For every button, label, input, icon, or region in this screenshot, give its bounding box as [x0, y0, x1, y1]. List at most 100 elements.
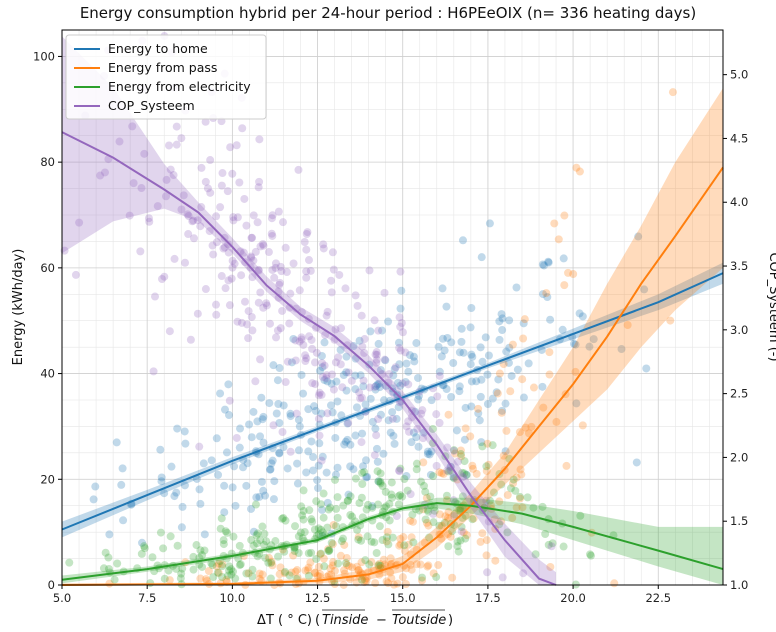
scatter-point-series-0 — [457, 324, 466, 333]
y-tick-label: 0 — [48, 578, 55, 592]
scatter-point-series-1 — [495, 497, 504, 506]
scatter-point-series-1 — [429, 569, 438, 578]
scatter-point-series-0 — [358, 429, 367, 438]
scatter-point-series-3 — [227, 274, 236, 283]
scatter-point-series-2 — [456, 450, 465, 459]
scatter-point-series-2 — [316, 549, 325, 558]
confidence-band-series-2 — [62, 497, 723, 585]
scatter-point-series-3 — [395, 466, 404, 475]
scatter-point-series-2 — [234, 554, 243, 563]
scatter-point-series-0 — [381, 356, 390, 365]
scatter-point-series-0 — [327, 379, 336, 388]
scatter-point-series-3 — [201, 117, 210, 126]
scatter-point-series-0 — [247, 504, 256, 513]
scatter-point-series-3 — [188, 217, 197, 226]
scatter-point-series-3 — [125, 211, 134, 220]
scatter-point-series-1 — [362, 577, 371, 586]
scatter-point-series-3 — [278, 218, 287, 227]
scatter-point-series-2 — [378, 482, 387, 491]
scatter-point-series-3 — [308, 379, 317, 388]
scatter-point-series-3 — [396, 322, 405, 331]
scatter-point-series-3 — [247, 253, 256, 262]
scatter-point-series-2 — [430, 503, 439, 512]
scatter-point-series-0 — [118, 464, 127, 473]
scatter-point-series-2 — [394, 492, 403, 501]
scatter-point-series-0 — [346, 440, 355, 449]
scatter-point-series-3 — [232, 433, 241, 442]
scatter-point-series-1 — [330, 580, 339, 589]
scatter-point-series-0 — [494, 375, 503, 384]
legend-label-energy-from-pass: Energy from pass — [108, 60, 217, 75]
scatter-point-series-2 — [333, 493, 342, 502]
scatter-point-series-2 — [450, 446, 459, 455]
scatter-point-series-1 — [439, 469, 448, 478]
scatter-point-series-0 — [427, 447, 436, 456]
scatter-point-series-0 — [498, 326, 507, 335]
scatter-point-series-1 — [371, 579, 380, 588]
scatter-point-series-2 — [297, 502, 306, 511]
scatter-point-series-1 — [422, 518, 431, 527]
scatter-point-series-0 — [318, 452, 327, 461]
scatter-point-series-2 — [166, 532, 175, 541]
scatter-point-series-2 — [140, 542, 149, 551]
scatter-point-series-3 — [235, 178, 244, 187]
scatter-point-series-0 — [455, 382, 464, 391]
scatter-point-series-3 — [233, 317, 242, 326]
scatter-point-series-3 — [286, 289, 295, 298]
scatter-point-series-0 — [447, 392, 456, 401]
scatter-point-series-3 — [443, 466, 452, 475]
scatter-point-series-3 — [457, 527, 466, 536]
scatter-point-series-2 — [299, 506, 308, 515]
scatter-point-series-2 — [384, 540, 393, 549]
scatter-point-series-1 — [354, 566, 363, 575]
scatter-point-series-0 — [297, 370, 306, 379]
scatter-point-series-0 — [91, 482, 100, 491]
scatter-point-series-0 — [342, 386, 351, 395]
scatter-point-series-3 — [193, 216, 202, 225]
scatter-point-series-2 — [332, 504, 341, 513]
scatter-point-series-1 — [444, 530, 453, 539]
scatter-point-series-1 — [572, 163, 581, 172]
scatter-point-series-2 — [242, 569, 251, 578]
scatter-point-series-2 — [503, 528, 512, 537]
scatter-point-series-2 — [421, 515, 430, 524]
scatter-point-series-0 — [261, 491, 270, 500]
scatter-point-series-2 — [385, 499, 394, 508]
scatter-point-series-3 — [305, 332, 314, 341]
scatter-point-series-2 — [398, 492, 407, 501]
scatter-point-series-3 — [353, 301, 362, 310]
scatter-point-series-0 — [224, 380, 233, 389]
scatter-point-series-3 — [195, 442, 204, 451]
scatter-point-series-3 — [256, 288, 265, 297]
scatter-point-series-3 — [419, 434, 428, 443]
scatter-point-series-0 — [414, 373, 423, 382]
scatter-point-series-2 — [515, 492, 524, 501]
scatter-point-series-2 — [511, 486, 520, 495]
scatter-point-series-3 — [179, 191, 188, 200]
y-right-tick-label: 3.5 — [730, 259, 748, 273]
trend-line-series-1 — [61, 166, 724, 586]
scatter-point-series-1 — [490, 515, 499, 524]
scatter-point-series-1 — [330, 566, 339, 575]
scatter-point-series-3 — [449, 446, 458, 455]
scatter-point-series-2 — [200, 546, 209, 555]
scatter-point-series-3 — [208, 241, 217, 250]
scatter-point-series-1 — [383, 527, 392, 536]
scatter-point-series-0 — [351, 431, 360, 440]
scatter-point-series-1 — [340, 566, 349, 575]
y-right-tick-label: 1.0 — [730, 578, 748, 592]
scatter-point-series-1 — [512, 503, 521, 512]
scatter-point-series-3 — [378, 370, 387, 379]
scatter-point-series-3 — [370, 316, 379, 325]
scatter-point-series-3 — [259, 303, 268, 312]
scatter-point-series-1 — [423, 562, 432, 571]
scatter-point-series-1 — [462, 531, 471, 540]
scatter-point-series-3 — [165, 327, 174, 336]
scatter-point-series-0 — [498, 406, 507, 415]
scatter-point-series-2 — [291, 522, 300, 531]
scatter-point-series-3 — [311, 380, 320, 389]
scatter-point-series-0 — [331, 470, 340, 479]
scatter-point-series-0 — [279, 443, 288, 452]
scatter-point-series-1 — [546, 562, 555, 571]
scatter-point-series-2 — [353, 525, 362, 534]
